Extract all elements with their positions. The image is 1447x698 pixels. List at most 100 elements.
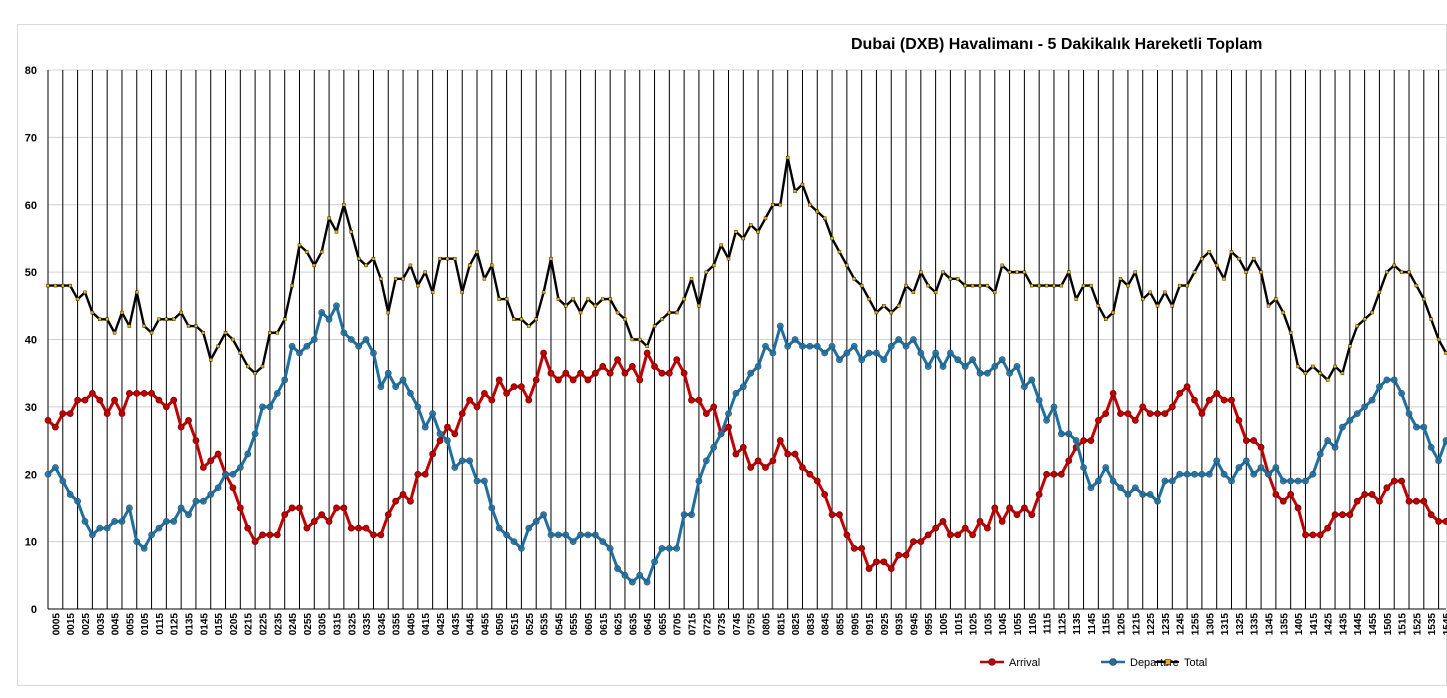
data-point: [96, 396, 104, 404]
data-point: [170, 518, 178, 525]
x-tick-label: 1135: [1072, 613, 1083, 635]
data-point: [481, 389, 488, 397]
data-point: [1444, 351, 1447, 355]
x-tick-label: 0745: [732, 613, 743, 636]
data-point: [74, 396, 81, 404]
data-point: [806, 470, 814, 478]
data-point: [510, 538, 518, 546]
data-point: [947, 349, 954, 357]
data-point: [1030, 283, 1034, 288]
x-tick-label: 0655: [658, 613, 669, 636]
data-point: [66, 491, 74, 498]
data-point: [488, 504, 496, 512]
x-tick-label: 1235: [1161, 613, 1172, 636]
data-point: [268, 331, 272, 335]
x-tick-label: 0955: [924, 613, 935, 636]
data-point: [177, 504, 185, 512]
data-point: [941, 270, 945, 274]
data-point: [466, 396, 474, 404]
data-point: [1050, 470, 1058, 478]
data-point: [1094, 416, 1102, 424]
data-point: [303, 342, 311, 350]
data-point: [473, 477, 481, 485]
data-point: [1414, 283, 1419, 288]
data-point: [1287, 477, 1295, 485]
y-tick-label: 30: [25, 402, 37, 414]
data-point: [880, 356, 888, 364]
data-point: [59, 410, 67, 418]
data-point: [140, 389, 148, 397]
x-tick-label: 0215: [244, 613, 255, 636]
data-point: [593, 304, 598, 308]
x-tick-label: 0255: [303, 613, 314, 636]
data-point: [444, 423, 451, 431]
data-point: [998, 518, 1006, 525]
data-point: [1139, 491, 1147, 498]
x-tick-label: 0925: [880, 613, 891, 636]
data-point: [1052, 283, 1056, 288]
data-point: [504, 297, 509, 301]
x-tick-label: 0345: [377, 613, 388, 636]
data-point: [377, 531, 385, 539]
x-tick-label: 1225: [1146, 613, 1157, 636]
data-point: [319, 250, 324, 254]
data-point: [673, 544, 681, 552]
data-point: [133, 389, 141, 397]
data-point: [1183, 383, 1191, 391]
data-point: [1228, 396, 1235, 404]
data-point: [756, 229, 760, 234]
data-point: [103, 410, 111, 418]
data-point: [88, 531, 96, 539]
data-point: [1346, 511, 1354, 519]
data-point: [453, 256, 457, 261]
data-point: [963, 283, 967, 288]
data-point: [1185, 283, 1189, 288]
x-tick-label: 1445: [1353, 613, 1364, 636]
data-point: [776, 322, 784, 330]
data-point: [1028, 511, 1036, 519]
data-point: [125, 389, 133, 397]
data-point: [688, 396, 695, 404]
data-point: [571, 297, 575, 301]
data-point: [475, 250, 479, 254]
data-point: [695, 396, 703, 404]
x-tick-label: 0825: [791, 613, 802, 636]
x-tick-label: 0505: [495, 613, 506, 636]
data-point: [569, 376, 577, 384]
x-tick-label: 1525: [1412, 613, 1423, 636]
data-point: [1368, 396, 1376, 404]
data-point: [562, 531, 570, 539]
data-point: [162, 403, 170, 411]
data-point: [1117, 410, 1124, 418]
data-point: [303, 524, 311, 532]
data-point: [393, 277, 398, 281]
data-point: [665, 544, 673, 552]
x-tick-label: 0615: [599, 613, 610, 636]
data-point: [157, 317, 161, 321]
data-point: [976, 518, 984, 525]
data-point: [682, 297, 686, 301]
data-point: [998, 356, 1006, 364]
data-point: [244, 450, 252, 458]
data-point: [495, 524, 503, 532]
data-point: [527, 324, 531, 328]
data-point: [216, 344, 220, 348]
data-point: [688, 511, 695, 519]
data-point: [939, 518, 947, 525]
x-tick-label: 1035: [983, 613, 994, 636]
data-point: [185, 416, 192, 424]
data-point: [518, 544, 525, 552]
data-point: [1146, 491, 1154, 498]
data-point: [822, 216, 827, 220]
data-point: [1020, 383, 1028, 391]
data-point: [312, 263, 316, 268]
data-point: [1198, 410, 1206, 418]
data-point: [628, 363, 636, 370]
data-point: [741, 236, 745, 241]
x-tick-label: 1255: [1191, 613, 1202, 636]
data-point: [1399, 270, 1404, 274]
data-point: [1265, 470, 1272, 478]
data-point: [874, 310, 879, 315]
data-point: [1405, 497, 1413, 505]
data-point: [192, 497, 200, 505]
